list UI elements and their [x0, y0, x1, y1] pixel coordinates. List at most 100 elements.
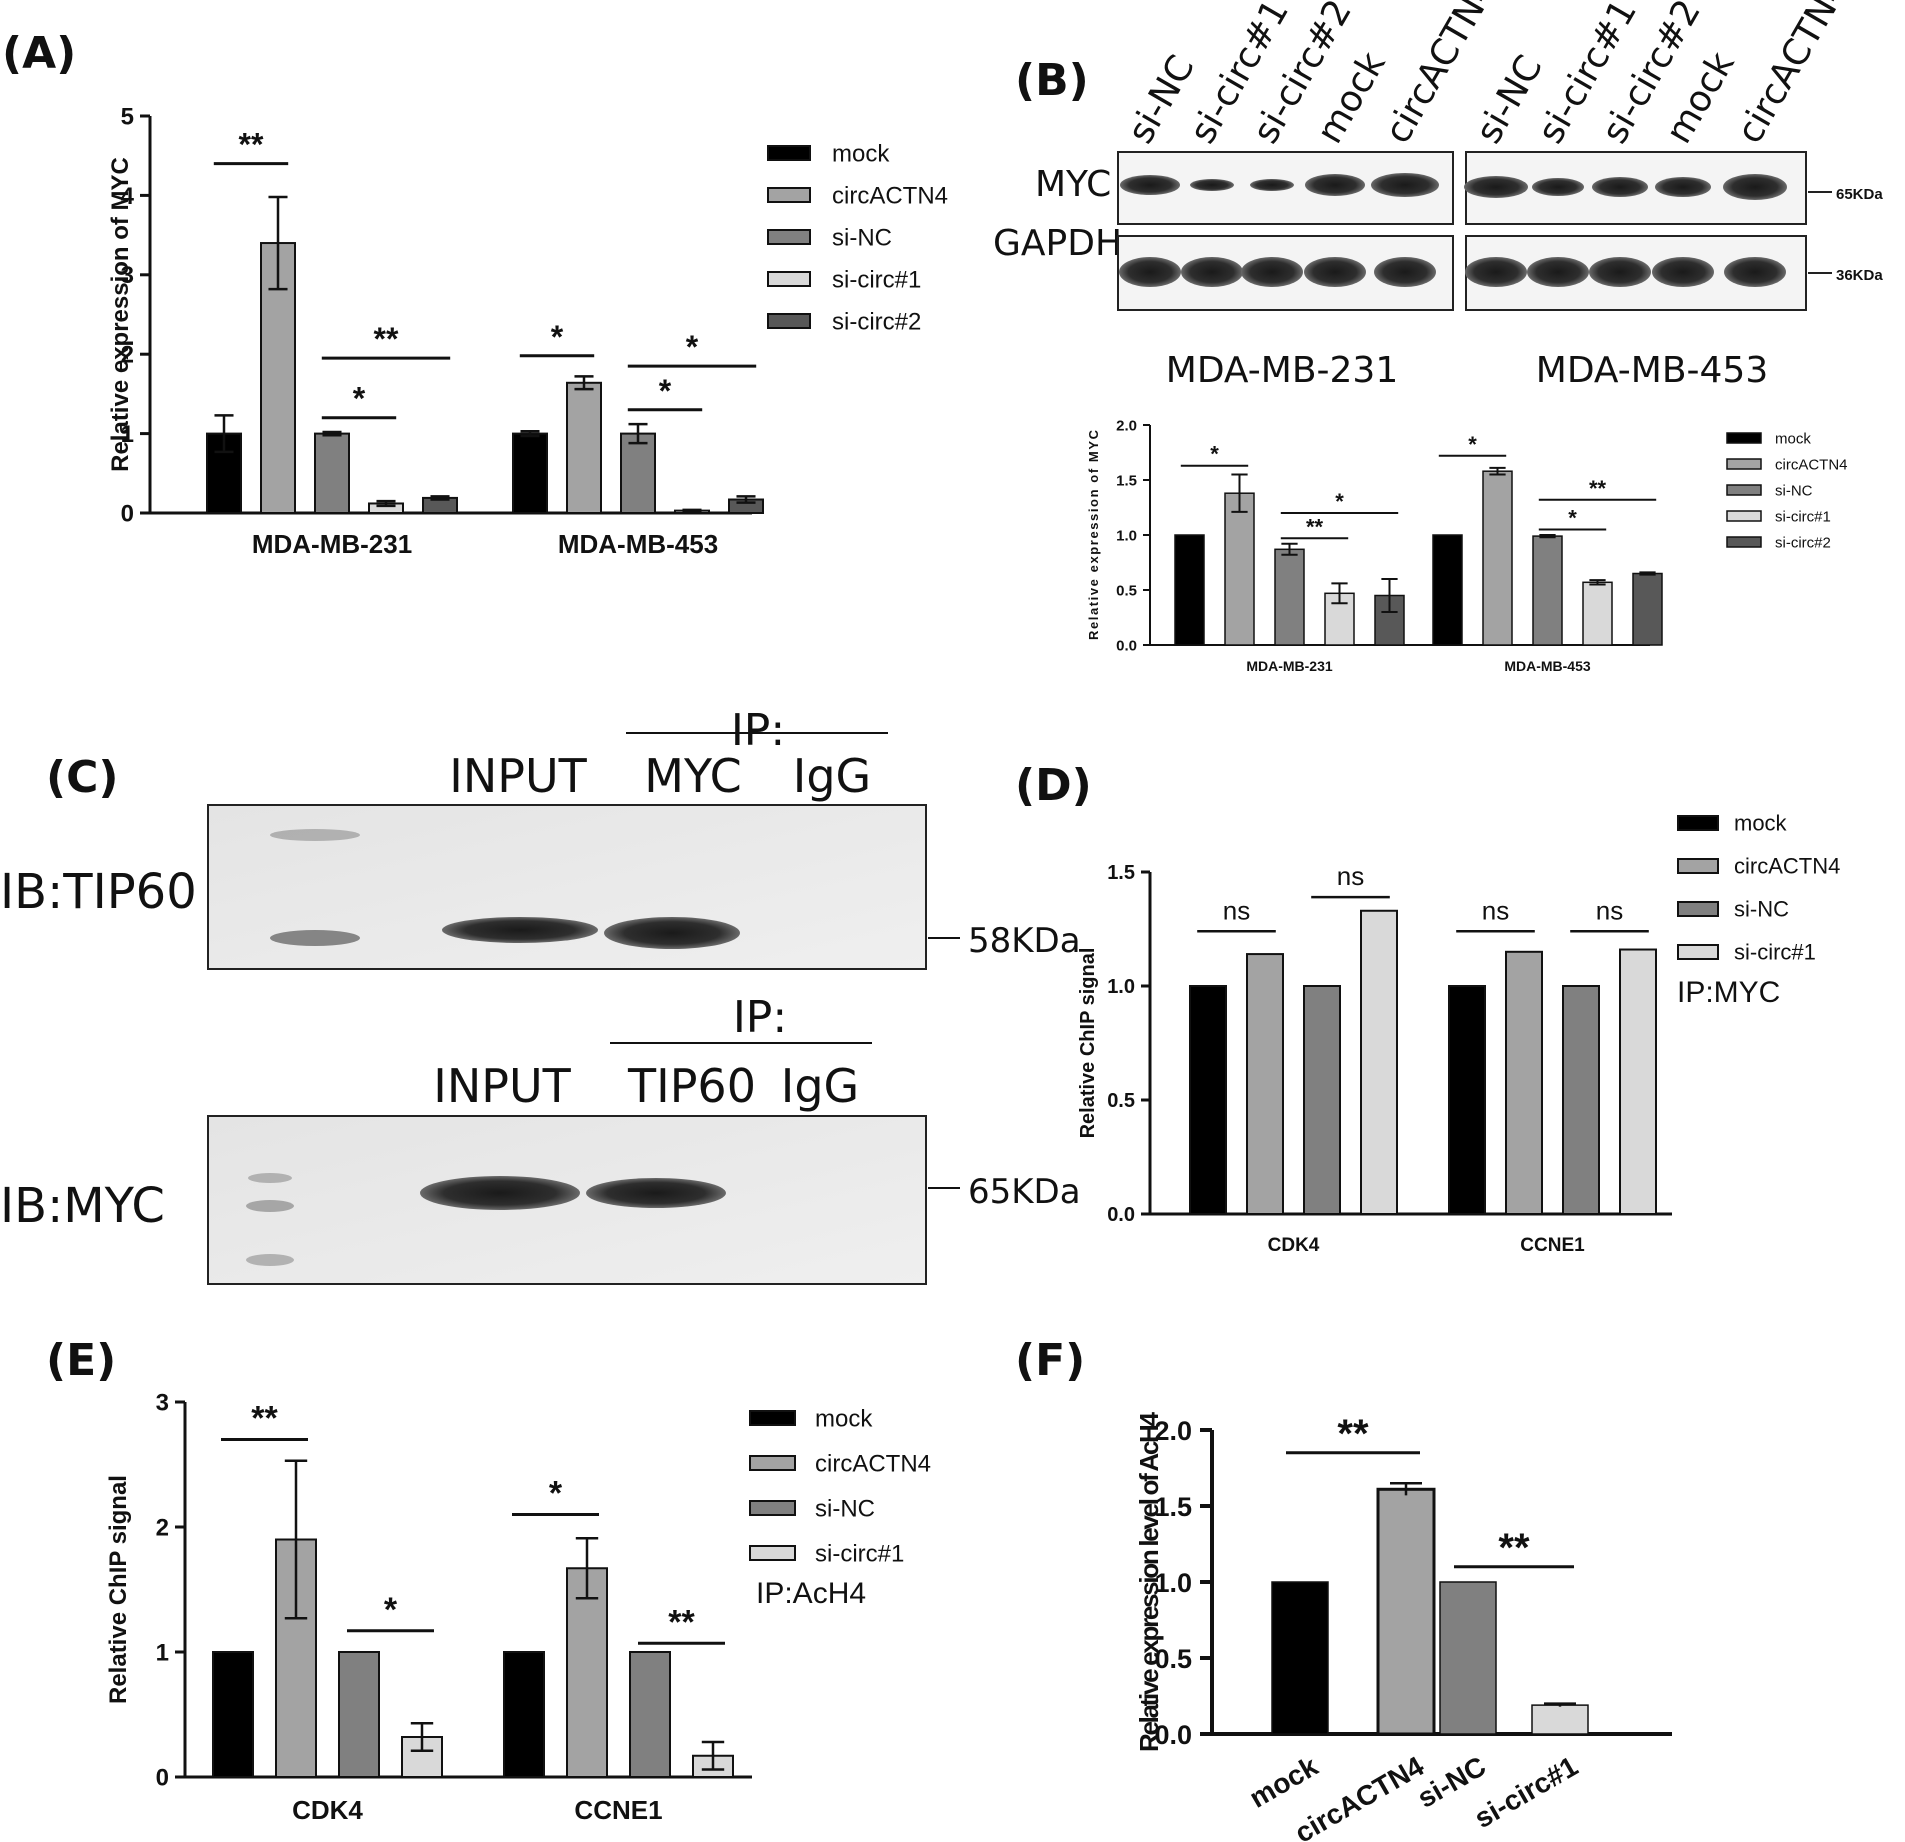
chart-d-bar-ccne1-si-circ-1	[1619, 948, 1657, 1216]
chart-a-legend-swatch-mock	[767, 145, 811, 161]
chart-d-note: IP:MYC	[1677, 976, 1780, 1009]
chart-e-significance-label: *	[384, 1591, 398, 1629]
chart-d-y-tick-label: 1.5	[1107, 862, 1135, 884]
chart-b-category-label: MDA-MB-231	[1246, 658, 1333, 674]
chart-b-legend-swatch-mock	[1726, 432, 1762, 444]
chart-a-legend-label-si-nc: si-NC	[832, 224, 892, 251]
chart-e-significance-label: **	[668, 1603, 695, 1641]
chart-a-legend-label-si-circ-2: si-circ#2	[832, 308, 921, 335]
chart-e-legend-swatch-si-circ-1	[749, 1545, 796, 1561]
coip-bottom-lane-igg: IgG	[781, 1059, 859, 1113]
panel-label-a: (A)	[2, 28, 76, 79]
blot-b-myc-band	[1532, 178, 1584, 196]
chart-d-legend-label-mock: mock	[1734, 811, 1788, 836]
chart-d-legend-swatch-si-nc	[1677, 901, 1719, 917]
chart-e-bar-ccne1-circactn4	[566, 1567, 608, 1778]
blot-b-myc-band	[1190, 179, 1234, 191]
chart-e-y-axis-label: Relative ChIP signal	[105, 1475, 132, 1704]
chart-e-y-tick-label: 2	[156, 1514, 169, 1541]
chart-b-y-axis-label: Relative expression of MYC	[1086, 429, 1101, 640]
chart-d-bar-ccne1-circactn4	[1505, 950, 1543, 1215]
chart-b-y-tick-label: 1.5	[1116, 472, 1137, 489]
chart-e-legend-swatch-mock	[749, 1410, 796, 1426]
blot-b-myc-band	[1464, 176, 1528, 198]
coip-bottom-band-tip60	[586, 1178, 726, 1208]
chart-b-legend-label-si-circ-1: si-circ#1	[1775, 508, 1831, 525]
chart-d-legend-label-si-nc: si-NC	[1734, 897, 1789, 922]
coip-top-lane-myc: MYC	[644, 749, 741, 803]
blot-b-myc-band	[1655, 177, 1711, 197]
chart-a-y-tick-label: 0	[121, 500, 134, 527]
blot-b-gapdh-band	[1724, 257, 1786, 287]
chart-e-legend-swatch-si-nc	[749, 1500, 796, 1516]
panel-label-c: (C)	[46, 752, 119, 803]
chart-b-bar-mda-mb-453-circactn4	[1482, 470, 1513, 646]
chart-e-legend-label-si-nc: si-NC	[815, 1495, 875, 1522]
chart-d-legend-swatch-mock	[1677, 815, 1719, 831]
coip-bottom-ladder-band-1	[248, 1173, 292, 1183]
chart-a-significance-label: **	[374, 321, 399, 357]
blot-b-cell-line-453: MDA-MB-453	[1536, 350, 1768, 391]
chart-b-y-tick-label: 0.5	[1116, 582, 1137, 599]
chart-a-legend-swatch-si-circ-2	[767, 313, 811, 329]
chart-a-y-axis-label: Relative expression of MYC	[107, 157, 134, 472]
chart-d-legend-label-circactn4: circACTN4	[1734, 854, 1840, 879]
chart-d-category-label: CCNE1	[1520, 1235, 1585, 1256]
chart-b-legend-label-si-circ-2: si-circ#2	[1775, 534, 1831, 551]
chart-b-bar-mda-mb-231-si-nc	[1274, 548, 1305, 646]
panel-label-d: (D)	[1015, 760, 1092, 811]
chart-b-legend-swatch-circactn4	[1726, 458, 1762, 470]
chart-e-y-tick-label: 3	[156, 1389, 169, 1416]
chart-b-bar-mda-mb-453-mock	[1432, 534, 1463, 646]
blot-b-myc-band	[1305, 174, 1365, 196]
coip-top-band-input	[442, 917, 598, 943]
coip-top-ladder-band-1	[270, 829, 360, 841]
chart-e-y-tick-label: 1	[156, 1639, 169, 1666]
chart-f-significance-label: **	[1337, 1412, 1369, 1456]
blot-b-lane-label-right-circactn4: circACTN4	[1729, 0, 1857, 151]
chart-e-note: IP:AcH4	[756, 1577, 866, 1610]
coip-blot-c: IP: INPUT MYC IgG IB:TIP60 58KDa IP: INP…	[0, 705, 1081, 1285]
chart-e-y-tick-label: 0	[156, 1764, 169, 1791]
chart-a-legend-swatch-circactn4	[767, 187, 811, 203]
coip-top-ladder-band-2	[270, 930, 360, 946]
chart-a-legend-swatch-si-circ-1	[767, 271, 811, 287]
chart-e-legend-swatch-circactn4	[749, 1455, 796, 1471]
chart-a-bar-mda-mb-453-si-nc	[620, 432, 656, 515]
chart-b-bar-mda-mb-453-si-circ-1	[1582, 581, 1613, 646]
blot-b-myc-band	[1592, 177, 1648, 197]
chart-a-significance-label: **	[239, 127, 264, 163]
chart-d-category-label: CDK4	[1268, 1235, 1320, 1256]
coip-bottom-lane-input: INPUT	[433, 1059, 571, 1113]
chart-a-category-label: MDA-MB-231	[252, 529, 412, 559]
chart-b-y-tick-label: 0.0	[1116, 637, 1137, 654]
chart-f-y-tick-label: 1.5	[1154, 1492, 1192, 1522]
chart-a-significance-label: *	[659, 373, 672, 409]
chart-e-category-label: CDK4	[292, 1795, 363, 1825]
coip-bottom-ip-label: IP:	[733, 992, 787, 1043]
panel-label-e: (E)	[46, 1335, 116, 1386]
blot-b-gapdh-band	[1589, 257, 1651, 287]
coip-top-lane-input: INPUT	[449, 749, 587, 803]
blot-b-marker-65: 65KDa	[1836, 186, 1883, 203]
chart-d-bar-ccne1-si-nc	[1562, 985, 1600, 1215]
coip-bottom-marker: 65KDa	[968, 1172, 1081, 1212]
chart-d-bar-cdk4-si-circ-1	[1360, 909, 1398, 1215]
blot-b-gapdh-band	[1304, 257, 1366, 287]
chart-a-legend-label-mock: mock	[832, 140, 890, 167]
chart-a: 0 1 2 3 4 5 Relative expression of MYC MDA-MB-2…	[107, 103, 948, 559]
chart-d-significance-label: ns	[1337, 861, 1364, 891]
coip-bottom-ib-label: IB:MYC	[0, 1178, 165, 1234]
blot-b-myc-band	[1250, 179, 1294, 191]
chart-f-category-label: si-circ#1	[1469, 1750, 1583, 1834]
blot-b-bands	[1119, 173, 1787, 287]
chart-e-legend-label-circactn4: circACTN4	[815, 1450, 931, 1477]
chart-a-bar-mda-mb-453-circactn4	[566, 381, 602, 514]
coip-bottom-band-input	[420, 1176, 580, 1210]
blot-b-gapdh-band	[1374, 257, 1436, 287]
chart-a-legend-label-si-circ-1: si-circ#1	[832, 266, 921, 293]
